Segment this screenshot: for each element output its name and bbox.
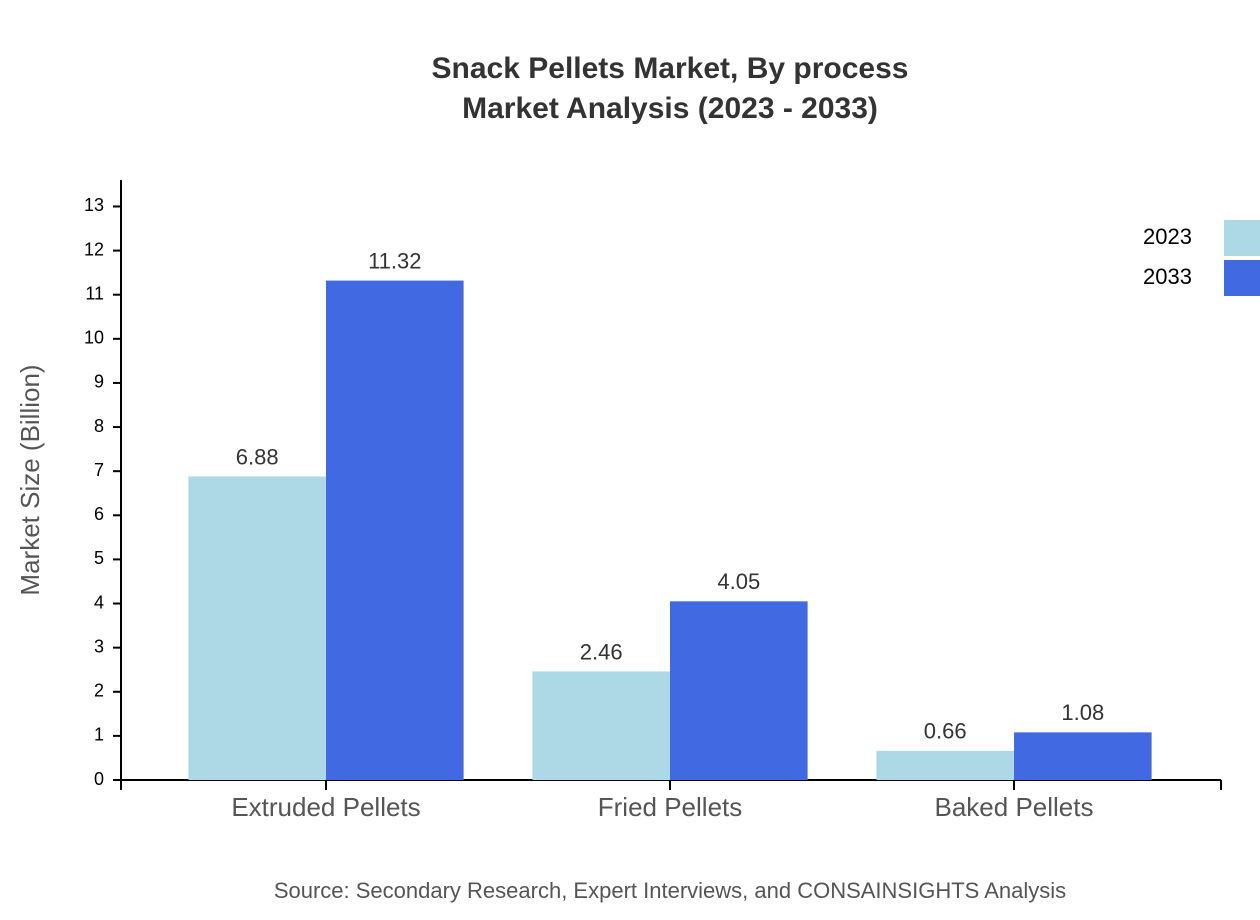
source-note: Source: Secondary Research, Expert Inter… <box>274 878 1066 903</box>
value-label: 11.32 <box>368 248 421 273</box>
value-label: 4.05 <box>717 569 760 594</box>
y-tick-label: 11 <box>85 283 104 303</box>
bar <box>188 476 326 780</box>
bar <box>670 601 808 780</box>
x-tick-label: Baked Pellets <box>935 792 1094 822</box>
value-label: 0.66 <box>924 719 967 744</box>
bar <box>532 671 670 780</box>
y-tick-label: 13 <box>84 195 104 215</box>
chart-subtitle: Market Analysis (2023 - 2033) <box>462 92 878 125</box>
value-label: 2.46 <box>580 639 623 664</box>
y-tick-label: 4 <box>94 592 104 612</box>
x-tick-label: Extruded Pellets <box>231 792 420 822</box>
y-tick-label: 6 <box>94 504 104 524</box>
x-tick-label: Fried Pellets <box>598 792 743 822</box>
legend-swatch <box>1224 260 1260 296</box>
legend-label: 2033 <box>1143 264 1192 289</box>
bar <box>326 280 464 780</box>
legend-swatch <box>1224 220 1260 256</box>
y-tick-label: 9 <box>94 372 104 392</box>
y-tick-label: 5 <box>94 548 104 568</box>
y-tick-label: 2 <box>94 681 104 701</box>
y-tick-label: 12 <box>84 239 104 259</box>
y-tick-label: 7 <box>94 460 104 480</box>
y-tick-label: 10 <box>84 328 104 348</box>
y-axis-label: Market Size (Billion) <box>15 364 45 595</box>
y-tick-label: 3 <box>94 636 104 656</box>
legend-label: 2023 <box>1143 224 1192 249</box>
value-label: 6.88 <box>236 444 279 469</box>
y-tick-label: 1 <box>94 725 104 745</box>
y-tick-label: 8 <box>94 416 104 436</box>
bar <box>876 750 1014 780</box>
bar <box>1014 732 1152 780</box>
y-tick-label: 0 <box>94 769 104 789</box>
value-label: 1.08 <box>1061 700 1104 725</box>
chart-title: Snack Pellets Market, By process <box>432 52 909 85</box>
